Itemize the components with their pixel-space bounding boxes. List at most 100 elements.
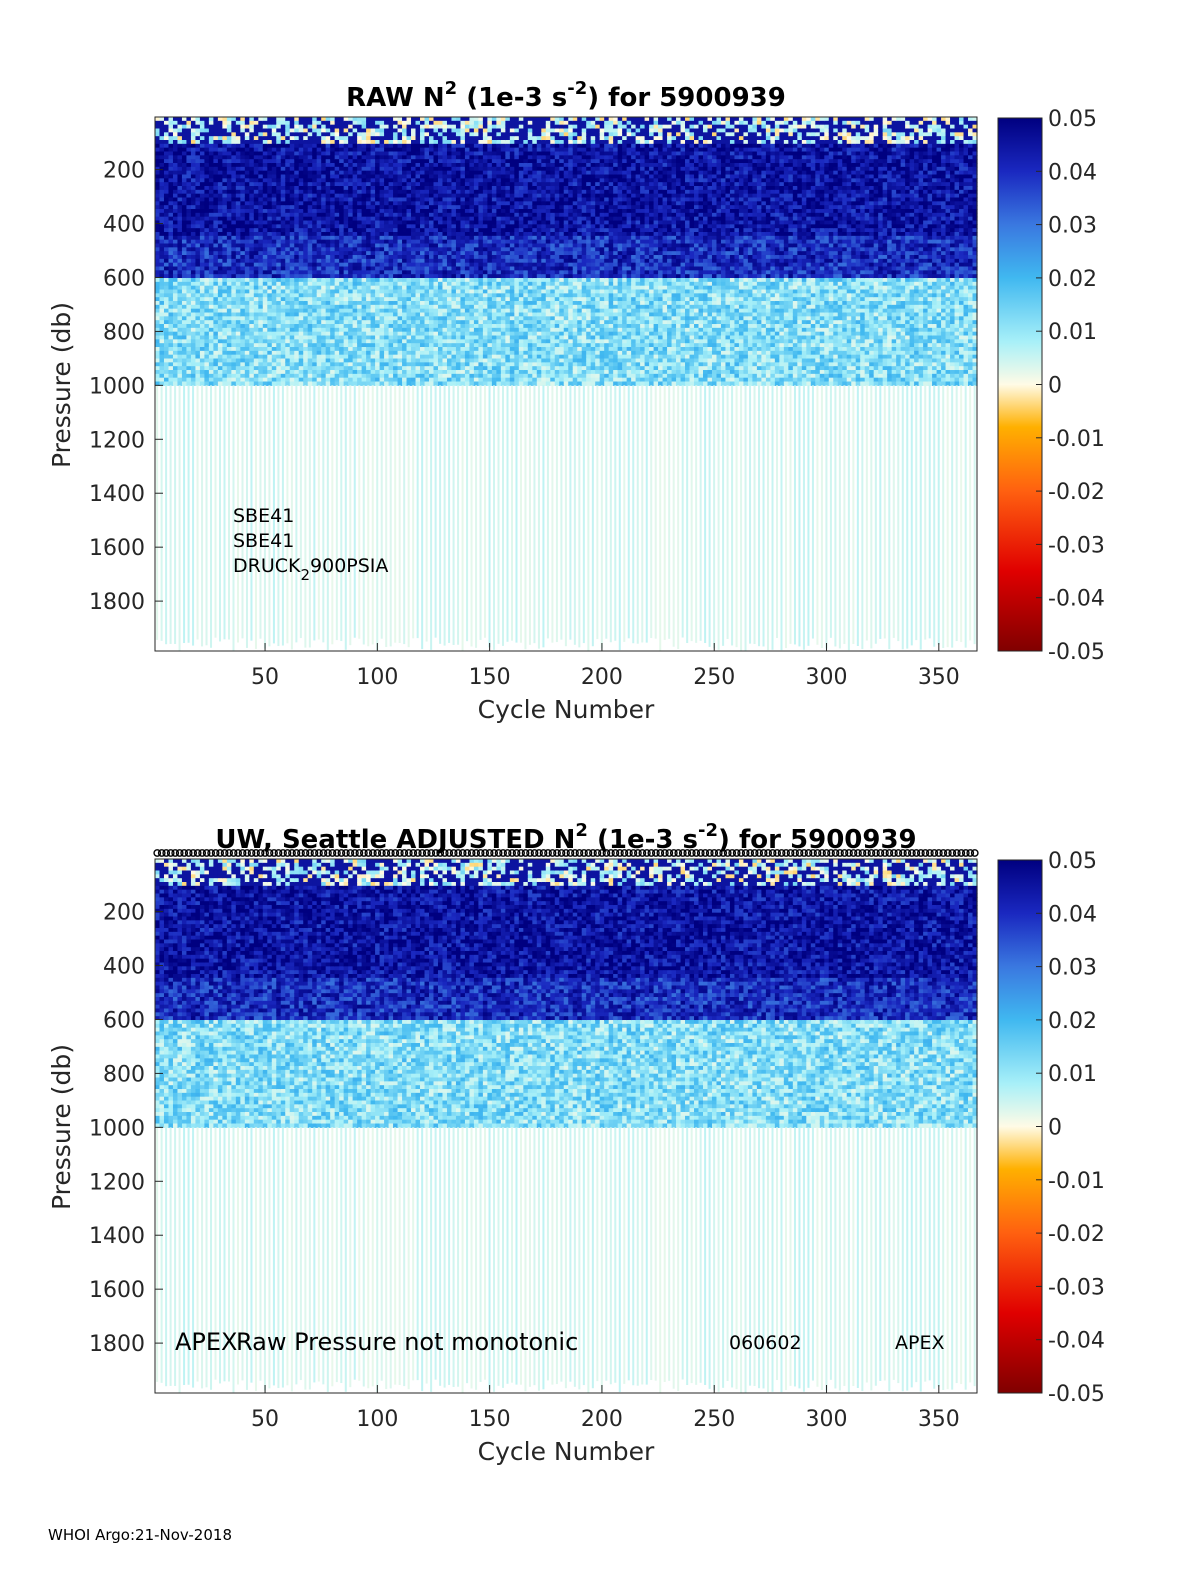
heatmap-cell <box>424 316 430 321</box>
heatmap-cell <box>316 347 322 352</box>
heatmap-cell <box>330 343 336 348</box>
heatmap-cell <box>316 228 322 233</box>
heatmap-cell <box>249 255 255 260</box>
heatmap-cell <box>172 147 179 153</box>
heatmap-cell <box>321 301 327 306</box>
heatmap-cell <box>240 228 246 233</box>
heatmap-cell <box>294 312 300 317</box>
heatmap-cell <box>321 381 327 386</box>
heatmap-cell <box>271 193 277 199</box>
heatmap-cell <box>464 132 471 137</box>
heatmap-cell <box>460 136 466 141</box>
heatmap-cell <box>420 235 426 241</box>
heatmap-cell <box>370 232 376 237</box>
heatmap-cell <box>460 209 466 214</box>
heatmap-cell <box>217 178 223 183</box>
heatmap-cell <box>181 170 188 176</box>
deep-profile-strip <box>196 385 199 640</box>
heatmap-cell <box>222 220 228 225</box>
heatmap-cell <box>388 132 394 137</box>
heatmap-cell <box>298 347 304 352</box>
heatmap-cell <box>379 358 385 363</box>
heatmap-cell <box>325 350 331 356</box>
heatmap-cell <box>226 377 232 383</box>
heatmap-cell <box>226 262 232 268</box>
heatmap-cell <box>267 293 273 298</box>
heatmap-cell <box>267 258 273 264</box>
heatmap-cell <box>249 308 255 314</box>
heatmap-cell <box>334 255 340 260</box>
heatmap-cell <box>267 205 273 210</box>
heatmap-cell <box>262 377 268 383</box>
heatmap-cell <box>437 178 444 183</box>
heatmap-cell <box>199 381 206 386</box>
heatmap-cell <box>411 285 417 291</box>
heatmap-cell <box>172 155 179 160</box>
heatmap-cell <box>240 117 246 122</box>
heatmap-cell <box>464 186 471 191</box>
heatmap-cell <box>177 120 183 126</box>
heatmap-cell <box>235 197 241 202</box>
heatmap-cell <box>460 377 466 383</box>
heatmap-cell <box>222 132 228 137</box>
heatmap-cell <box>361 289 367 294</box>
heatmap-cell <box>199 308 206 314</box>
heatmap-cell <box>168 331 174 337</box>
heatmap-cell <box>411 278 417 283</box>
heatmap-cell <box>307 124 313 130</box>
heatmap-cell <box>244 239 250 245</box>
heatmap-cell <box>375 159 381 164</box>
heatmap-cell <box>352 270 358 275</box>
deep-profile-strip <box>326 385 329 650</box>
heatmap-cell <box>455 224 462 229</box>
heatmap-cell <box>208 285 214 291</box>
heatmap-cell <box>271 235 277 241</box>
heatmap-cell <box>199 320 206 325</box>
heatmap-cell <box>199 120 206 126</box>
heatmap-cell <box>325 189 331 195</box>
heatmap-cell <box>469 140 475 145</box>
heatmap-cell <box>442 186 448 191</box>
heatmap-cell <box>177 270 183 275</box>
heatmap-cell <box>168 354 174 360</box>
heatmap-cell <box>267 163 273 168</box>
heatmap-cell <box>433 339 439 344</box>
heatmap-cell <box>330 358 336 363</box>
heatmap-cell <box>289 140 295 145</box>
heatmap-cell <box>307 243 313 248</box>
heatmap-cell <box>208 124 214 130</box>
heatmap-cell <box>307 166 313 172</box>
heatmap-cell <box>190 189 197 195</box>
heatmap-cell <box>213 308 219 314</box>
heatmap-cell <box>384 274 390 279</box>
heatmap-cell <box>262 128 268 133</box>
heatmap-cell <box>208 320 214 325</box>
heatmap-cell <box>307 170 313 176</box>
heatmap-cell <box>348 159 354 164</box>
heatmap-cell <box>464 239 471 245</box>
heatmap-cell <box>244 281 250 287</box>
heatmap-cell <box>276 331 282 337</box>
heatmap-cell <box>253 216 259 222</box>
heatmap-cell <box>464 381 471 386</box>
heatmap-cell <box>375 293 381 298</box>
heatmap-cell <box>451 255 457 260</box>
heatmap-cell <box>159 151 165 156</box>
heatmap-cell <box>235 124 241 130</box>
heatmap-cell <box>172 124 179 130</box>
heatmap-cell <box>433 377 439 383</box>
heatmap-cell <box>172 140 179 145</box>
heatmap-cell <box>433 143 439 149</box>
heatmap-cell <box>271 182 277 187</box>
heatmap-cell <box>375 270 381 275</box>
heatmap-cell <box>258 239 264 245</box>
heatmap-cell <box>325 239 331 245</box>
heatmap-cell <box>307 262 313 268</box>
heatmap-cell <box>271 120 277 126</box>
heatmap-cell <box>415 251 421 256</box>
heatmap-cell <box>379 132 385 137</box>
heatmap-cell <box>411 232 417 237</box>
heatmap-cell <box>406 212 412 218</box>
heatmap-cell <box>393 343 399 348</box>
heatmap-cell <box>208 262 214 268</box>
